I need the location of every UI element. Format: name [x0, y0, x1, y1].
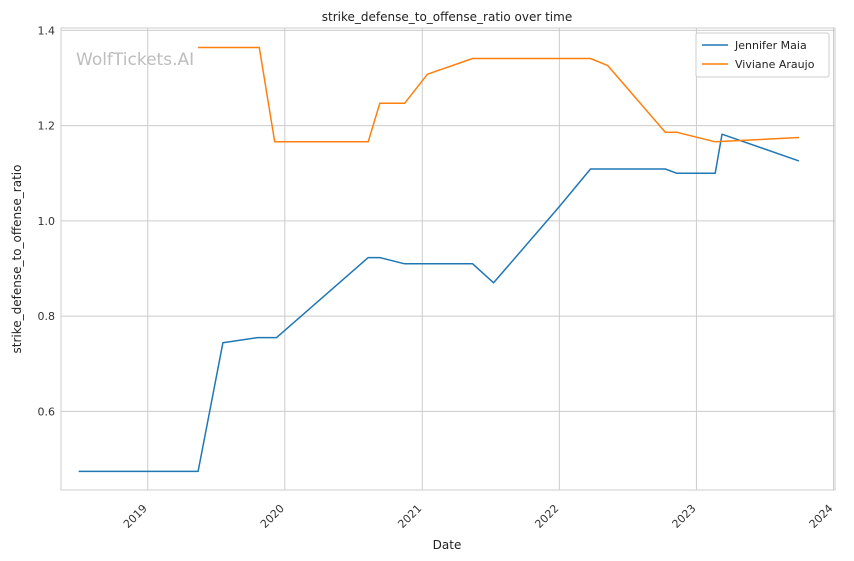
x-tick-label: 2022: [532, 502, 561, 531]
y-tick-label: 1.0: [38, 215, 56, 228]
y-tick-label: 0.8: [38, 310, 56, 323]
watermark-text: WolfTickets.AI: [76, 50, 194, 70]
y-tick-label: 1.4: [38, 24, 56, 37]
x-tick-label: 2021: [395, 502, 424, 531]
legend-label-jennifer-maia: Jennifer Maia: [734, 39, 807, 52]
y-axis-ticks: 0.6 0.8 1.0 1.2 1.4: [38, 24, 56, 418]
y-tick-label: 1.2: [38, 120, 56, 133]
legend-label-viviane-araujo: Viviane Araujo: [735, 58, 815, 71]
x-tick-label: 2019: [121, 502, 150, 531]
y-tick-label: 0.6: [38, 405, 56, 418]
series-line-viviane-araujo: [198, 46, 799, 143]
plot-frame: [60, 27, 836, 491]
x-tick-label: 2020: [258, 502, 287, 531]
y-axis-title: strike_defense_to_offense_ratio: [10, 165, 24, 354]
x-tick-label: 2023: [670, 502, 699, 531]
legend-box: [695, 32, 830, 78]
grid-lines: [61, 28, 835, 490]
x-axis-ticks: 2019 2020 2021 2022 2023 2024: [121, 502, 836, 531]
series-line-jennifer-maia: [78, 133, 800, 473]
series-lines: [78, 46, 800, 473]
x-axis-title: Date: [433, 538, 462, 552]
legend: Jennifer Maia Viviane Araujo: [695, 32, 830, 78]
x-tick-label: 2024: [807, 502, 836, 531]
chart-title: strike_defense_to_offense_ratio over tim…: [322, 10, 572, 24]
